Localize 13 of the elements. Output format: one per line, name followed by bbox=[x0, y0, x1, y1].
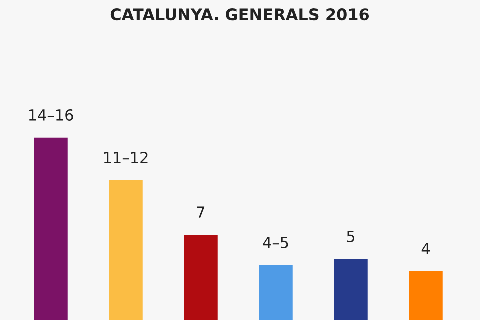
bar bbox=[34, 138, 68, 320]
data-label: 7 bbox=[197, 206, 205, 218]
data-label: 4–5 bbox=[263, 237, 288, 249]
chart-title: CATALUNYA. GENERALS 2016 bbox=[110, 8, 370, 21]
bar bbox=[109, 180, 143, 320]
bar bbox=[334, 259, 368, 320]
data-label: 14–16 bbox=[29, 109, 74, 121]
data-label: 11–12 bbox=[104, 152, 148, 164]
data-label: 4 bbox=[422, 243, 430, 254]
data-label: 5 bbox=[347, 231, 355, 242]
bar bbox=[409, 271, 443, 320]
bar bbox=[259, 265, 293, 320]
bar bbox=[184, 234, 218, 320]
